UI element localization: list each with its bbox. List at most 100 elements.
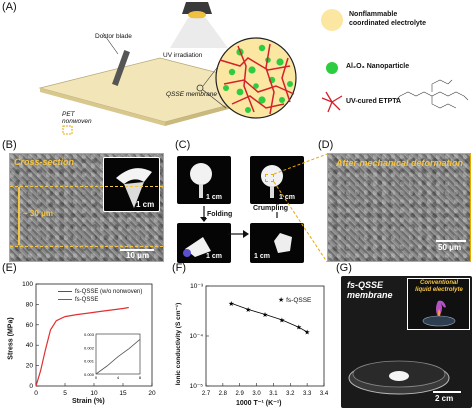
f-xtick-label: 2.8 (219, 391, 228, 397)
doctor-blade-pointer (102, 32, 119, 55)
c-scale-1: 1 cm (206, 194, 222, 201)
g-conv-text: Conventional liquid electrolyte (410, 280, 468, 294)
legend-etpta-icon (321, 91, 343, 113)
g-membrane-line2: membrane (347, 290, 393, 300)
panel-c-label: (C) (175, 139, 191, 151)
f-data-point: ★ (228, 300, 234, 308)
uv-label: UV irradiation (163, 52, 203, 59)
g-membrane-text: fs-QSSE membrane (347, 280, 393, 300)
uv-light-cone (170, 18, 228, 48)
f-ytick-label: 10⁻⁴ (190, 333, 204, 340)
f-xtick-label: 3.0 (252, 391, 261, 397)
pet-label-line2: nonwoven (62, 118, 92, 125)
e-ytick-label: 60 (26, 322, 34, 329)
e-inset-line (95, 338, 141, 375)
e-inset-ytick: 0.003 (84, 332, 95, 337)
film-bottom-line (10, 246, 163, 247)
folded-film-icon (116, 168, 152, 208)
cross-section-title: Cross-section (14, 157, 75, 167)
d-scale-text: 50 μm (438, 243, 462, 252)
f-ytick-label: 10⁻⁵ (190, 383, 204, 390)
doctor-blade-label: Doctor blade (95, 33, 132, 40)
b-scalebar (120, 249, 154, 251)
e-legend-text-1: fs-QSSE (w/o nonwoven) (75, 289, 143, 295)
f-xtick-label: 3.3 (303, 391, 312, 397)
panel-g-photo: fs-QSSE membrane Conventional liquid ele… (341, 276, 472, 408)
e-ytick-label: 20 (26, 363, 34, 370)
f-xtick-label: 2.7 (202, 391, 211, 397)
al2o3-particles (223, 44, 293, 113)
pet-label-line1: PET (62, 111, 75, 118)
panel-b-inset-photo: 1 cm (103, 157, 160, 212)
panel-f-label: (F) (172, 262, 187, 274)
e-inset-xtick: 8 (139, 375, 142, 380)
legend-particle-text: Al₂O₃ Nanoparticle (346, 63, 410, 70)
c-photo-4: 1 cm (250, 223, 304, 263)
legend-particle-icon (326, 62, 338, 74)
e-ytick-label: 80 (26, 301, 34, 308)
e-ytick-label: 40 (26, 342, 34, 349)
panel-b-sem: Cross-section 1 cm ~ 30 μm 10 μm (9, 153, 164, 262)
e-legend-item-1: fs-QSSE (w/o nonwoven) (58, 288, 142, 296)
c-right-arrow (228, 230, 249, 238)
e-inset-frame (95, 333, 141, 375)
e-inset-ytick: 0.001 (84, 359, 95, 364)
e-inset-ytick: 0.000 (84, 372, 95, 377)
e-inset-xtick: 4 (117, 375, 120, 380)
qsse-label: QSSE membrane (166, 91, 217, 98)
f-legend: ★ fs-QSSE (278, 297, 312, 304)
f-data-point: ★ (296, 324, 302, 332)
inset-scale-text: 1 cm (136, 200, 155, 209)
panel-g-label: (G) (336, 262, 352, 274)
e-legend-item-2: fs-QSSE (58, 296, 142, 304)
uv-lamp-body (182, 2, 212, 14)
d-scalebar (436, 240, 466, 242)
c-zoom-box (265, 174, 274, 182)
panel-b-label: (B) (2, 139, 17, 151)
panel-e-label: (E) (2, 262, 17, 274)
panel-d-label: (D) (318, 139, 334, 151)
legend-electrolyte-text: Nonflammable coordinated electrolyte (349, 10, 426, 28)
f-series-line (231, 302, 308, 333)
c-photo-3: 1 cm (177, 223, 231, 263)
crumpling-label: Crumpling (252, 205, 289, 212)
c-photo-1: 1 cm (177, 156, 231, 204)
g-inset-photo: Conventional liquid electrolyte (407, 278, 470, 330)
etpta-molecule-icon (395, 79, 469, 109)
legend-etpta-text: UV-cured ETPTA (346, 98, 402, 105)
f-xtick-label: 3.4 (320, 391, 329, 397)
legend-electrolyte-line1: Nonflammable (349, 11, 398, 18)
e-ytick-label: 0 (29, 383, 33, 390)
d-title: After mechanical deformation (336, 158, 464, 168)
folding-label: Folding (206, 211, 234, 218)
e-xtick-label: 5 (63, 390, 67, 397)
thickness-arrow (18, 187, 20, 245)
e-ytick-label: 100 (22, 281, 33, 288)
c-scale-3: 1 cm (206, 253, 222, 260)
e-legend-text-2: fs-QSSE (75, 297, 99, 303)
pet-label: PET nonwoven (62, 111, 92, 125)
folded-film-icon-2 (183, 237, 211, 257)
g-membrane-line1: fs-QSSE (347, 280, 384, 290)
f-xtick-label: 3.1 (269, 391, 278, 397)
c-scale-4: 1 cm (254, 253, 270, 260)
film-top-line (10, 186, 163, 187)
e-inset-xtick: 0 (95, 375, 98, 380)
f-legend-text: fs-QSSE (286, 297, 312, 304)
c-photo-2: 1 cm (250, 156, 304, 204)
c-scale-2: 1 cm (279, 194, 295, 201)
legend-electrolyte-line2: coordinated electrolyte (349, 20, 427, 27)
panel-d-sem: After mechanical deformation 50 μm (327, 153, 471, 262)
e-legend: fs-QSSE (w/o nonwoven) fs-QSSE (58, 288, 142, 304)
zoom-origin (196, 84, 204, 92)
f-data-point: ★ (279, 316, 285, 324)
doctor-blade (112, 50, 130, 86)
cd-zoom-lines (273, 153, 328, 263)
e-xtick-label: 0 (34, 390, 38, 397)
f-data-point: ★ (245, 306, 251, 314)
magnified-view (215, 37, 297, 119)
e-ylabel: Stress (MPa) (7, 317, 15, 360)
f-data-point: ★ (262, 311, 268, 319)
e-series-line-0 (35, 306, 129, 387)
